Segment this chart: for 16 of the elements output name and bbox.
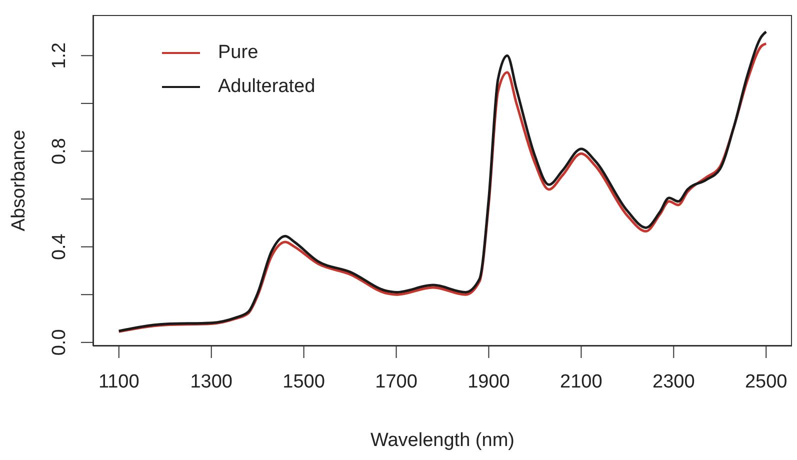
y-tick-label: 0.8: [49, 138, 70, 164]
x-tick-label: 2500: [744, 371, 788, 392]
x-tick-label: 2100: [560, 371, 602, 392]
x-axis-title: Wavelength (nm): [370, 430, 514, 451]
y-tick-label: 0.0: [49, 329, 70, 356]
y-tick-label: 1.2: [49, 42, 70, 69]
legend-label: Pure: [218, 41, 258, 65]
x-tick-label: 1300: [190, 371, 232, 392]
x-tick-label: 1500: [282, 371, 325, 392]
x-tick-label: 1700: [375, 371, 418, 392]
legend-label: Adulterated: [218, 75, 316, 99]
x-tick-label: 1900: [468, 371, 510, 392]
x-tick-label: 1100: [98, 371, 140, 392]
x-tick-label: 2300: [652, 371, 695, 392]
y-tick-label: 0.4: [49, 233, 70, 260]
y-axis-title: Absorbance: [8, 130, 30, 232]
